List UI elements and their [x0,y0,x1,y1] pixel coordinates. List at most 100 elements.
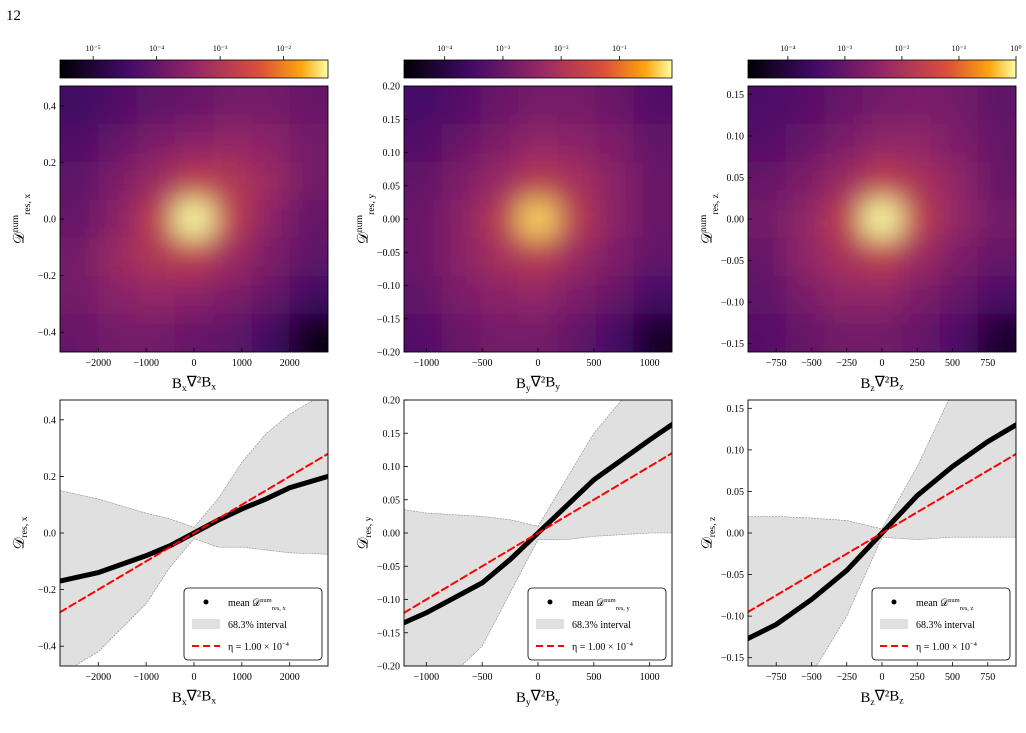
x-axis-label: Bz​∇²Bz​ [860,688,904,708]
heat-cell [595,124,635,163]
heat-cell [977,314,1016,352]
superscript: num [260,597,272,604]
superscript: num [10,214,21,232]
heat-cell [480,276,520,315]
heat-cell [174,124,214,163]
heat-cell [518,200,558,239]
heat-cell [786,162,826,201]
superscript: −4 [626,641,634,648]
heat-cell [633,276,672,315]
superscript: −4 [970,641,978,648]
heat-cell [480,86,520,125]
subscript: x [211,695,216,706]
y-tick-label: 0.00 [383,215,401,226]
x-tick-label: 500 [945,672,960,683]
heat-cell [633,200,672,239]
heat-cell [595,314,635,352]
heat-cell [60,276,99,315]
x-tick-label: 750 [980,672,995,683]
text-part: 68.3% interval [572,620,631,631]
subscript: res, z [960,605,974,612]
text-part: η = 1.00 × 10 [572,642,626,653]
subscript: z [870,383,875,394]
heat-cell [901,200,940,239]
x-tick-label: −250 [836,358,857,369]
text-part: B [516,690,526,706]
subscript: x [211,381,216,392]
heat-cell [136,314,176,352]
subscript: res, z [710,193,721,214]
x-tick-label: −1000 [414,672,440,683]
heat-cell [939,314,979,352]
heat-cell [939,200,979,239]
y-tick-label: 0.10 [383,148,401,159]
y-tick-label: −0.4 [38,328,56,339]
y-tick-label: −0.15 [377,628,400,639]
heat-cell [251,124,291,163]
heat-cell [213,162,252,201]
y-tick-label: −0.05 [721,256,744,267]
heat-cell [939,124,979,163]
heat-cell [174,276,214,315]
x-tick-label: 0 [536,358,541,369]
heat-cell [518,86,558,125]
legend-label: mean 𝒟num​res, y​ [572,597,631,612]
legend-swatch [891,599,897,605]
heat-cell [824,86,864,125]
superscript: num [354,214,365,232]
heat-cell [60,314,99,352]
y-tick-label: −0.2 [38,271,56,282]
heat-cell [136,124,176,163]
x-tick-label: −500 [801,358,822,369]
heat-cell [442,276,482,315]
x-tick-label: 1000 [232,358,252,369]
y-tick-label: 0.05 [727,173,745,184]
colorbar-tick-label: 10⁻⁴ [149,44,164,53]
text-part: ∇²B [874,374,900,390]
heat-cell [136,162,176,201]
heat-cell [213,200,252,239]
heat-cell [824,124,864,163]
y-tick-label: −0.10 [377,595,400,606]
y-tick-label: 0.10 [727,445,745,456]
legend-box [183,587,323,661]
heat-cell [862,162,902,201]
y-tick-label: −0.10 [721,298,744,309]
y-tick-label: −0.10 [721,612,744,623]
y-tick-label: −0.05 [721,570,744,581]
x-tick-label: −250 [836,672,857,683]
y-tick-label: 0.0 [44,529,57,540]
subscript: z [870,697,875,708]
legend-swatch [536,619,564,629]
y-tick-label: 0.2 [44,158,57,169]
x-tick-label: 0 [192,672,197,683]
text-part: B [172,690,182,706]
legend-label: 68.3% interval [572,620,631,631]
heat-cell [901,276,940,315]
colorbar-tick-label: 10⁻³ [838,44,853,53]
x-tick-label: 500 [945,358,960,369]
y-tick-label: 0.20 [383,82,401,93]
y-tick-label: −0.10 [377,281,400,292]
fit-line [60,452,328,614]
superscript: −4 [282,641,290,648]
x-tick-label: −500 [801,672,822,683]
heat-cell [213,314,252,352]
x-tick-label: 1000 [640,672,660,683]
text-part: 𝒟 [700,537,716,549]
heat-cell [518,276,558,315]
heat-cell [824,162,864,201]
heat-cell [595,238,635,277]
heat-cell [404,162,443,201]
heat-cell [939,162,979,201]
subscript: x [182,383,187,394]
plot-area [404,400,672,666]
heat-cell [824,200,864,239]
heat-cell [595,276,635,315]
y-tick-label: 0.0 [44,215,57,226]
page-number: 12 [6,8,21,24]
y-tick-label: 0.00 [727,215,745,226]
heat-cell [518,314,558,352]
heat-cell [289,86,328,125]
heat-cell [174,238,214,277]
